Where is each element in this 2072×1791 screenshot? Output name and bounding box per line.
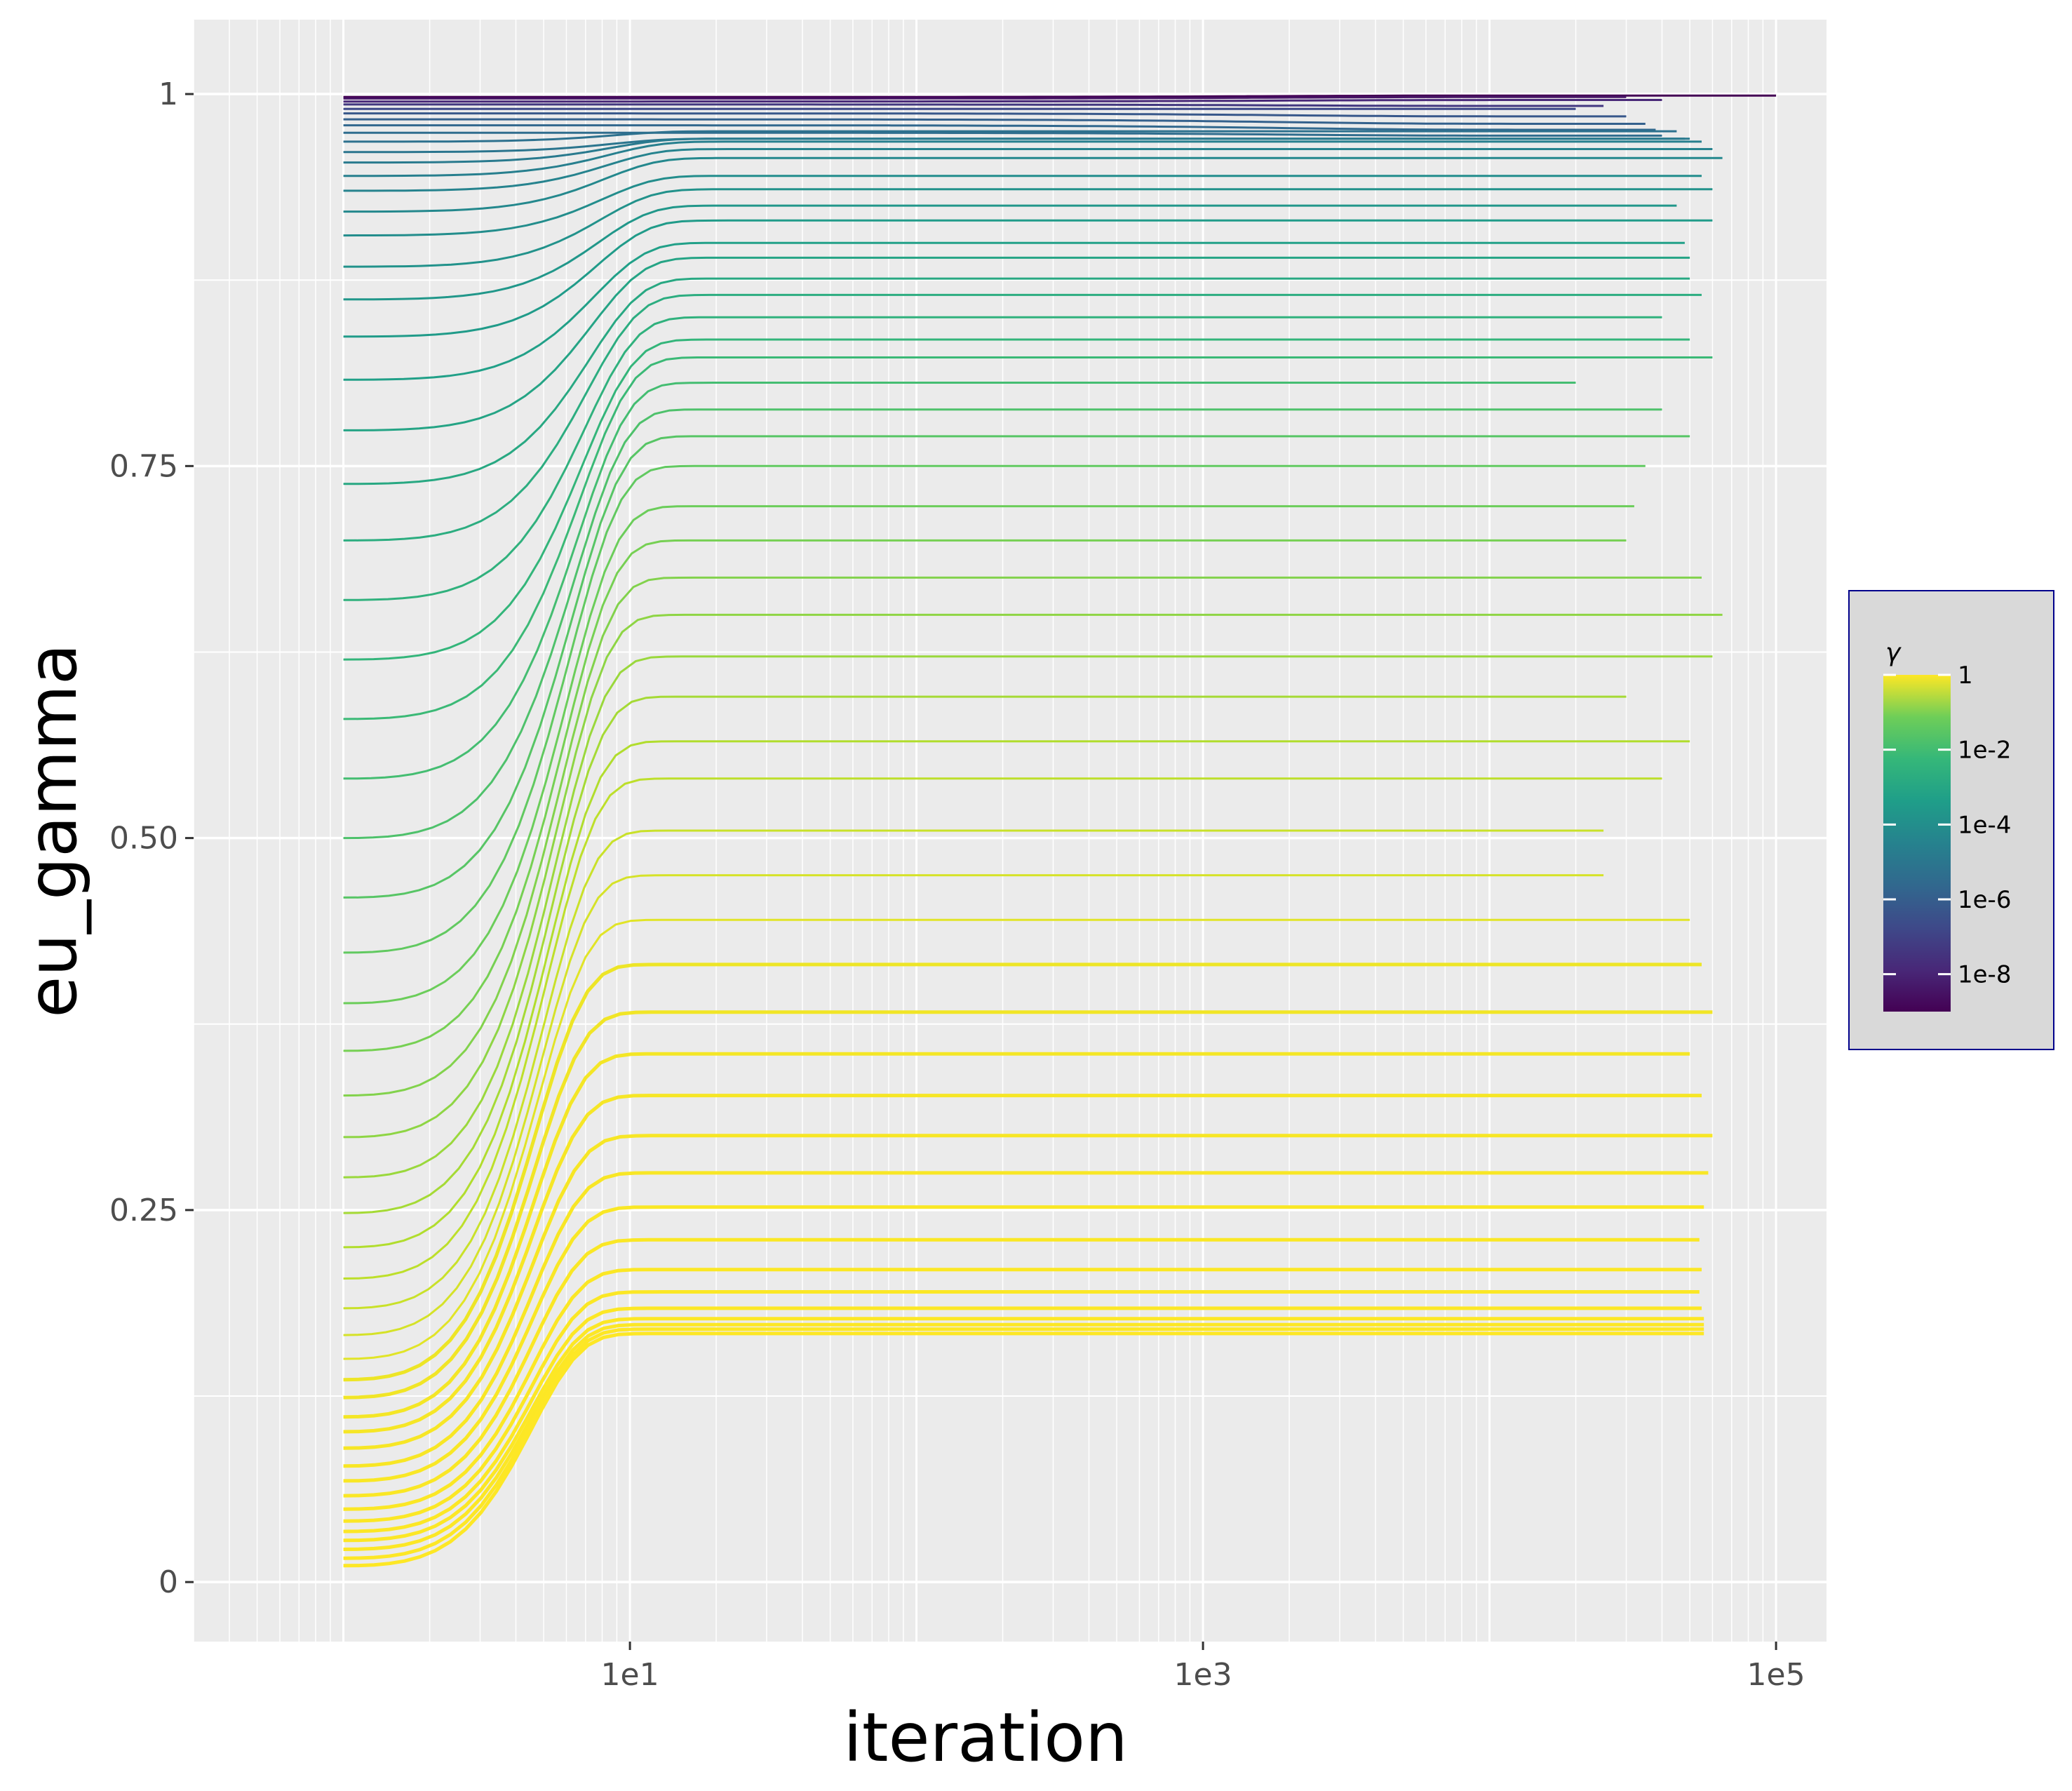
legend-breaks: 1 1e-2 1e-4 1e-6 1e-8: [1883, 662, 2011, 989]
series-line-36: [343, 740, 1690, 1249]
series-line-25: [343, 356, 1713, 720]
legend: γ 1 1e-2 1e-4 1e-6 1e-8: [1848, 590, 2054, 1050]
series-line-5: [343, 112, 1627, 118]
legend-box: [1848, 590, 2054, 1050]
series-line-21: [343, 277, 1690, 485]
x-axis-title: iteration: [843, 1698, 1128, 1777]
series-line-46: [343, 1171, 1709, 1468]
series-line-2: [343, 99, 1662, 103]
series-line-30: [343, 505, 1634, 1005]
series-line-35: [343, 695, 1627, 1214]
series-line-53: [343, 1322, 1704, 1551]
y-tick-labels: 0 0.25 0.50 0.75 1: [109, 76, 178, 1600]
series-lines: [343, 94, 1777, 1568]
series-line-8: [343, 131, 1662, 137]
series-line-31: [343, 539, 1627, 1052]
series-line-54: [343, 1327, 1704, 1560]
series-line-33: [343, 613, 1723, 1139]
series-line-16: [343, 188, 1713, 268]
series-line-13: [343, 148, 1713, 192]
y-tick-label: 0.50: [109, 821, 178, 857]
legend-break-label: 1e-8: [1958, 961, 2011, 989]
series-line-40: [343, 918, 1690, 1360]
series-line-12: [343, 140, 1702, 177]
series-line-6: [343, 118, 1646, 125]
series-line-7: [343, 124, 1656, 131]
legend-break-label: 1e-4: [1958, 811, 2011, 839]
series-line-44: [343, 1094, 1702, 1434]
series-line-19: [343, 241, 1685, 381]
y-axis-title: eu_gamma: [13, 643, 92, 1018]
series-line-23: [343, 316, 1662, 601]
series-line-51: [343, 1306, 1702, 1534]
axis-ticks: [185, 93, 1777, 1650]
series-line-49: [343, 1268, 1702, 1511]
series-line-50: [343, 1290, 1700, 1523]
y-tick-label: 0.75: [109, 448, 178, 484]
series-line-47: [343, 1205, 1704, 1483]
series-line-9: [343, 130, 1677, 143]
series-line-45: [343, 1134, 1713, 1450]
series-line-15: [343, 175, 1702, 237]
x-tick-label: 1e1: [601, 1657, 659, 1693]
series-line-37: [343, 777, 1662, 1280]
y-tick-label: 1: [159, 76, 178, 112]
series-line-29: [343, 464, 1646, 954]
series-line-0: [343, 94, 1777, 98]
legend-break-label: 1: [1958, 662, 1973, 690]
series-line-11: [343, 137, 1690, 164]
series-line-34: [343, 655, 1713, 1179]
series-line-14: [343, 156, 1723, 213]
y-tick-label: 0: [159, 1564, 178, 1600]
series-line-41: [343, 962, 1702, 1382]
series-line-3: [343, 103, 1604, 107]
series-line-48: [343, 1237, 1700, 1498]
series-line-22: [343, 293, 1702, 542]
x-tick-label: 1e3: [1174, 1657, 1232, 1693]
major-grid: [194, 20, 1827, 1642]
series-line-43: [343, 1052, 1690, 1419]
series-line-28: [343, 435, 1690, 899]
legend-title: γ: [1885, 638, 1902, 667]
legend-colorbar: [1883, 675, 1951, 1012]
series-line-55: [343, 1331, 1704, 1568]
series-line-1: [343, 95, 1627, 100]
y-tick-label: 0.25: [109, 1193, 178, 1228]
series-line-17: [343, 204, 1677, 301]
legend-break-label: 1e-2: [1958, 737, 2011, 765]
series-line-18: [343, 219, 1713, 338]
series-line-26: [343, 382, 1576, 780]
series-line-27: [343, 408, 1662, 840]
x-tick-label: 1e5: [1747, 1657, 1805, 1693]
x-tick-labels: 1e1 1e3 1e5: [601, 1657, 1805, 1693]
series-line-42: [343, 1010, 1713, 1400]
series-line-38: [343, 829, 1604, 1310]
series-line-32: [343, 576, 1702, 1097]
legend-break-label: 1e-6: [1958, 886, 2011, 914]
series-line-39: [343, 874, 1604, 1336]
series-line-52: [343, 1317, 1704, 1543]
series-line-24: [343, 338, 1690, 661]
series-line-20: [343, 256, 1690, 431]
